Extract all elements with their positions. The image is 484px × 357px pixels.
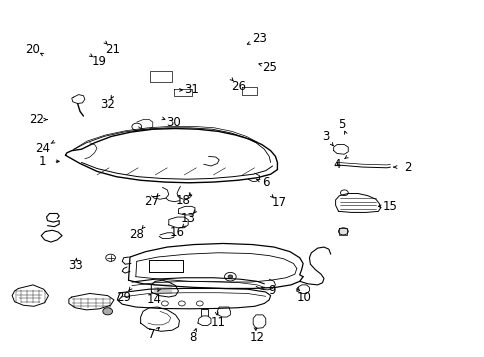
Text: 18: 18 bbox=[176, 194, 190, 207]
Text: 15: 15 bbox=[382, 200, 397, 213]
Text: 32: 32 bbox=[100, 98, 115, 111]
Circle shape bbox=[103, 308, 112, 315]
Text: 16: 16 bbox=[169, 226, 184, 239]
Text: 24: 24 bbox=[35, 142, 50, 155]
Text: 31: 31 bbox=[184, 84, 198, 96]
Text: 2: 2 bbox=[403, 161, 410, 174]
Text: 28: 28 bbox=[129, 228, 144, 241]
Text: 20: 20 bbox=[26, 43, 40, 56]
Text: 12: 12 bbox=[249, 331, 264, 344]
Text: 4: 4 bbox=[333, 158, 340, 171]
Text: 7: 7 bbox=[148, 328, 155, 341]
Text: 17: 17 bbox=[271, 196, 286, 209]
Text: 22: 22 bbox=[29, 113, 44, 126]
Text: 6: 6 bbox=[261, 176, 269, 189]
Text: 5: 5 bbox=[337, 118, 345, 131]
Text: 13: 13 bbox=[181, 212, 195, 225]
Text: 11: 11 bbox=[211, 316, 225, 328]
Text: 8: 8 bbox=[189, 331, 197, 344]
Text: 21: 21 bbox=[105, 43, 120, 56]
Text: 26: 26 bbox=[231, 80, 245, 93]
Text: 19: 19 bbox=[92, 55, 106, 68]
Text: 29: 29 bbox=[116, 291, 131, 303]
Text: 14: 14 bbox=[147, 293, 161, 306]
Bar bbox=[150, 71, 172, 82]
Text: 30: 30 bbox=[166, 116, 181, 129]
Circle shape bbox=[227, 275, 232, 278]
Text: 1: 1 bbox=[39, 155, 46, 168]
Text: 33: 33 bbox=[68, 260, 82, 272]
Text: 23: 23 bbox=[252, 32, 266, 45]
Text: 27: 27 bbox=[144, 195, 158, 208]
Text: 3: 3 bbox=[321, 130, 329, 143]
Circle shape bbox=[338, 228, 348, 235]
Text: 25: 25 bbox=[261, 61, 276, 74]
Text: 9: 9 bbox=[267, 285, 275, 297]
Text: 10: 10 bbox=[297, 291, 311, 303]
